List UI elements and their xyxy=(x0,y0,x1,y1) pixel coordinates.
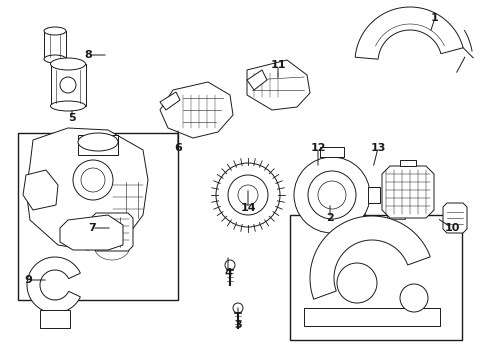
Circle shape xyxy=(60,77,76,93)
Polygon shape xyxy=(246,60,309,110)
Circle shape xyxy=(216,163,280,227)
Circle shape xyxy=(336,263,376,303)
Bar xyxy=(367,187,379,203)
Text: 5: 5 xyxy=(68,113,76,123)
Polygon shape xyxy=(354,7,462,59)
Text: 8: 8 xyxy=(84,50,92,60)
Ellipse shape xyxy=(44,55,66,63)
Polygon shape xyxy=(23,170,58,210)
Polygon shape xyxy=(26,128,148,250)
Polygon shape xyxy=(27,257,80,313)
Polygon shape xyxy=(160,92,180,110)
Circle shape xyxy=(232,303,243,313)
Bar xyxy=(399,160,415,166)
Polygon shape xyxy=(442,203,466,233)
Text: 4: 4 xyxy=(224,268,231,278)
Ellipse shape xyxy=(50,58,85,70)
Bar xyxy=(44,31,66,59)
Text: 13: 13 xyxy=(369,143,385,153)
Polygon shape xyxy=(246,70,266,90)
Circle shape xyxy=(227,175,267,215)
Polygon shape xyxy=(91,213,133,251)
Circle shape xyxy=(317,181,346,209)
Bar xyxy=(51,64,86,106)
Circle shape xyxy=(307,171,355,219)
Circle shape xyxy=(73,160,113,200)
Bar xyxy=(18,133,178,300)
Bar xyxy=(304,308,439,326)
Circle shape xyxy=(399,284,427,312)
Bar xyxy=(40,310,70,328)
Text: 7: 7 xyxy=(88,223,96,233)
Circle shape xyxy=(293,157,369,233)
Text: 6: 6 xyxy=(174,143,182,153)
Bar xyxy=(319,147,343,157)
Polygon shape xyxy=(160,82,232,138)
Text: 3: 3 xyxy=(234,320,242,330)
Ellipse shape xyxy=(44,27,66,35)
Ellipse shape xyxy=(78,133,118,151)
Text: 2: 2 xyxy=(325,213,333,223)
Text: 9: 9 xyxy=(24,275,32,285)
Bar xyxy=(47,313,63,325)
Ellipse shape xyxy=(50,101,85,111)
Circle shape xyxy=(81,168,105,192)
Text: 14: 14 xyxy=(240,203,255,213)
Text: 11: 11 xyxy=(270,60,285,70)
Circle shape xyxy=(238,185,258,205)
Bar xyxy=(346,211,364,219)
Bar xyxy=(289,215,461,340)
Bar xyxy=(78,135,118,155)
Polygon shape xyxy=(309,216,429,299)
Circle shape xyxy=(224,260,235,270)
Bar xyxy=(386,211,404,219)
Text: 12: 12 xyxy=(309,143,325,153)
Polygon shape xyxy=(60,215,123,250)
Polygon shape xyxy=(381,166,433,218)
Text: 1: 1 xyxy=(430,13,438,23)
Text: 10: 10 xyxy=(444,223,459,233)
